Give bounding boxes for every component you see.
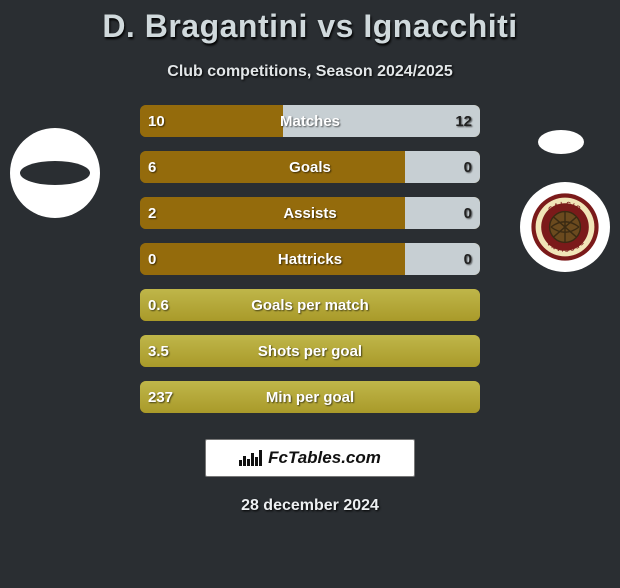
stats-container: Matches1012 Goals60 Assists20 Hattricks00 Go… <box>140 105 480 413</box>
brand-bars-icon <box>239 450 262 466</box>
stat-row: Min per goal237 <box>140 381 480 413</box>
stat-bar-right <box>405 197 480 229</box>
player-left-club-badge <box>36 186 82 210</box>
page-subtitle: Club competitions, Season 2024/2025 <box>0 63 620 81</box>
stat-bar-left <box>140 381 480 413</box>
player-right-small-badge <box>538 130 584 154</box>
stat-bar-right <box>405 151 480 183</box>
stat-bar-left <box>140 243 405 275</box>
stat-row: Matches1012 <box>140 105 480 137</box>
stat-row: Hattricks00 <box>140 243 480 275</box>
stat-row: Shots per goal3.5 <box>140 335 480 367</box>
stat-bar-left <box>140 197 405 229</box>
reggiana-crest-icon: CALCIO REGGIANA <box>530 192 600 262</box>
stat-bar-left <box>140 335 480 367</box>
stat-row: Assists20 <box>140 197 480 229</box>
stat-bar-left <box>140 151 405 183</box>
stat-bar-right <box>283 105 480 137</box>
stat-row: Goals60 <box>140 151 480 183</box>
stat-bar-left <box>140 289 480 321</box>
player-right-club-crest: CALCIO REGGIANA <box>520 182 610 272</box>
date-label: 28 december 2024 <box>0 497 620 515</box>
stat-row: Goals per match0.6 <box>140 289 480 321</box>
page-title: D. Bragantini vs Ignacchiti <box>0 8 620 45</box>
brand-badge: FcTables.com <box>205 439 415 477</box>
avatar-silhouette-icon <box>20 161 90 185</box>
stat-bar-left <box>140 105 283 137</box>
stat-bar-right <box>405 243 480 275</box>
brand-label: FcTables.com <box>268 448 381 468</box>
